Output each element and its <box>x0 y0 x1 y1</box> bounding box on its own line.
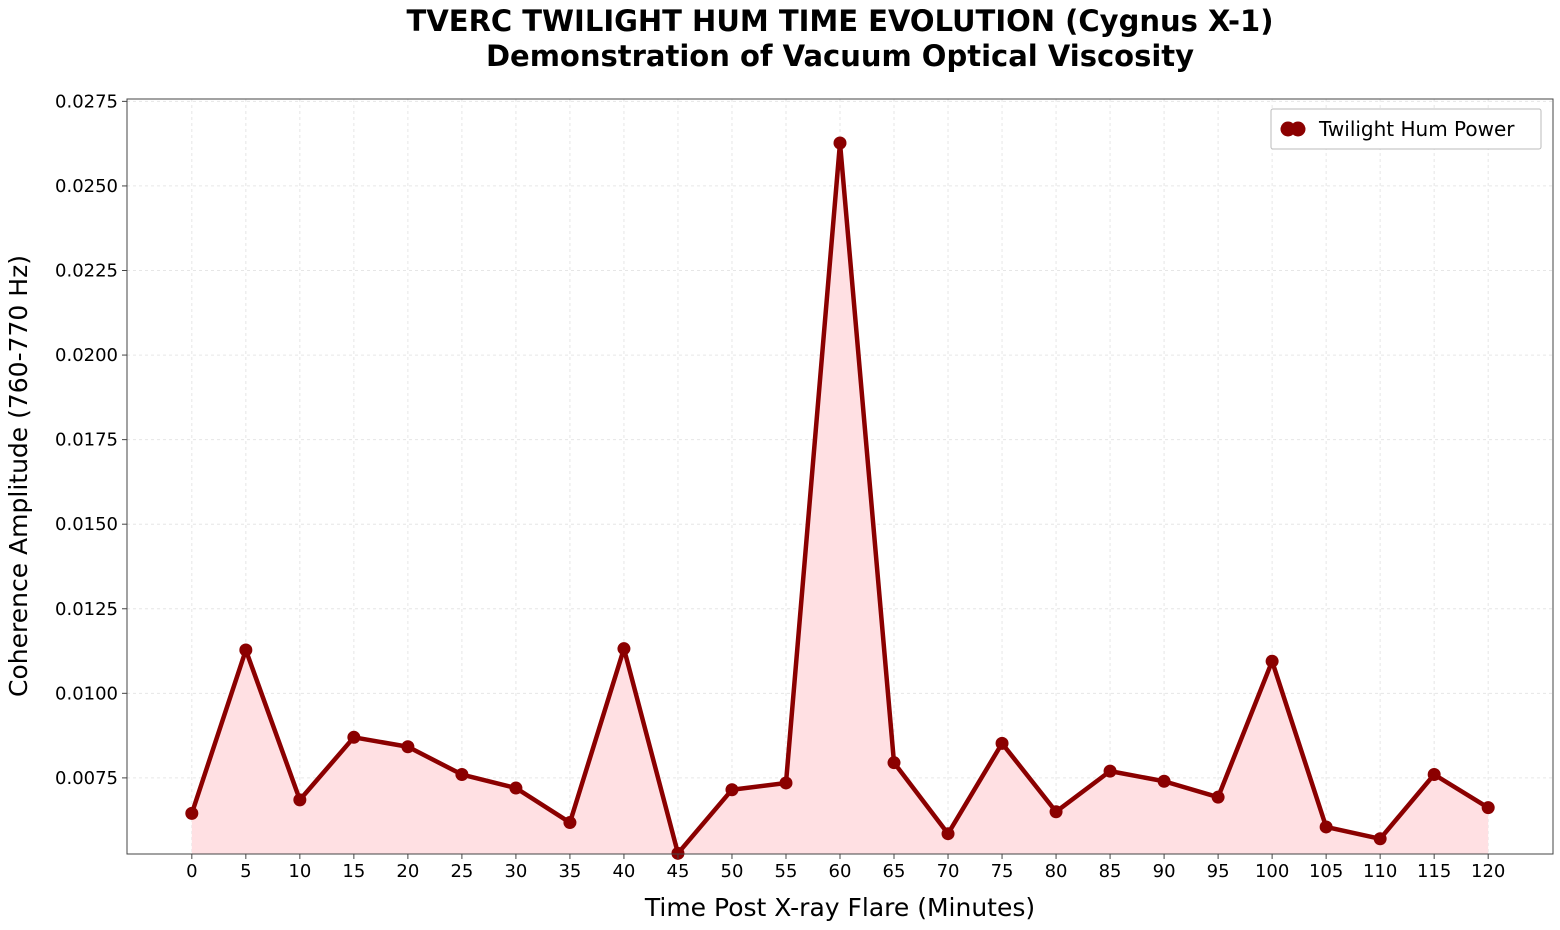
x-tick-label: 95 <box>1207 861 1230 882</box>
x-tick-label: 5 <box>240 861 251 882</box>
y-axis: 0.0075 0.0100 0.0125 0.0150 0.0175 0.0200 0.02… <box>55 91 127 789</box>
chart-title-line-2: Demonstration of Vacuum Optical Viscosit… <box>486 39 1194 73</box>
data-point <box>779 776 793 790</box>
legend-marker <box>1290 121 1306 137</box>
x-tick-label: 60 <box>829 861 852 882</box>
y-tick-label: 0.0250 <box>55 176 118 197</box>
data-point <box>455 768 469 782</box>
grid <box>127 99 1553 854</box>
data-point <box>725 783 739 797</box>
x-tick-label: 40 <box>612 861 635 882</box>
x-tick-label: 100 <box>1255 861 1289 882</box>
data-point <box>887 756 901 770</box>
data-point <box>563 816 577 830</box>
x-axis-label: Time Post X-ray Flare (Minutes) <box>644 893 1035 922</box>
data-point <box>833 136 847 150</box>
x-tick-label: 10 <box>288 861 311 882</box>
data-point <box>1319 820 1333 834</box>
data-point <box>1049 805 1063 819</box>
x-tick-label: 120 <box>1471 861 1505 882</box>
x-tick-label: 90 <box>1153 861 1176 882</box>
x-tick-label: 25 <box>450 861 473 882</box>
data-point <box>941 827 955 841</box>
y-tick-label: 0.0150 <box>55 514 118 535</box>
x-axis: 0 5 10 15 20 25 30 35 40 45 50 55 60 65 70 75 80 85 90 95 10… <box>186 854 1505 882</box>
x-tick-label: 80 <box>1045 861 1068 882</box>
y-tick-label: 0.0225 <box>55 260 118 281</box>
legend-box <box>1270 108 1542 150</box>
data-point <box>671 846 685 860</box>
series-area-fill <box>191 142 1489 855</box>
y-tick-label: 0.0275 <box>55 91 118 112</box>
data-point <box>617 642 631 656</box>
chart-title-line-1: TVERC TWILIGHT HUM TIME EVOLUTION (Cygnu… <box>407 4 1274 38</box>
data-point <box>1103 764 1117 778</box>
x-tick-label: 30 <box>504 861 527 882</box>
data-point <box>1265 654 1279 668</box>
x-tick-label: 85 <box>1099 861 1122 882</box>
data-point <box>1157 774 1171 788</box>
y-tick-label: 0.0175 <box>55 430 118 451</box>
x-tick-label: 50 <box>721 861 744 882</box>
x-tick-label: 55 <box>775 861 798 882</box>
y-tick-label: 0.0100 <box>55 683 118 704</box>
x-tick-label: 105 <box>1309 861 1343 882</box>
data-point <box>185 806 199 820</box>
y-tick-label: 0.0075 <box>55 768 118 789</box>
data-point <box>1481 801 1495 815</box>
x-tick-label: 115 <box>1417 861 1451 882</box>
x-tick-label: 0 <box>186 861 197 882</box>
data-point <box>401 740 415 754</box>
x-tick-label: 70 <box>937 861 960 882</box>
data-point <box>1373 832 1387 846</box>
data-point <box>1427 768 1441 782</box>
data-point <box>509 781 523 795</box>
x-tick-label: 20 <box>396 861 419 882</box>
y-axis-label: Coherence Amplitude (760-770 Hz) <box>4 255 33 697</box>
y-tick-label: 0.0125 <box>55 599 118 620</box>
data-point <box>347 730 361 744</box>
x-tick-label: 15 <box>342 861 365 882</box>
x-tick-label: 45 <box>667 861 690 882</box>
area-fill-layer <box>191 142 1489 855</box>
data-point <box>995 736 1009 750</box>
x-tick-label: 35 <box>558 861 581 882</box>
legend: Twilight Hum Power <box>1270 108 1542 150</box>
data-point <box>293 793 307 807</box>
x-tick-label: 65 <box>883 861 906 882</box>
x-tick-label: 110 <box>1363 861 1397 882</box>
y-tick-label: 0.0200 <box>55 345 118 366</box>
x-tick-label: 75 <box>991 861 1014 882</box>
data-points <box>185 136 1495 860</box>
data-point <box>1211 790 1225 804</box>
legend-label: Twilight Hum Power <box>1318 117 1515 141</box>
data-point <box>239 643 253 657</box>
